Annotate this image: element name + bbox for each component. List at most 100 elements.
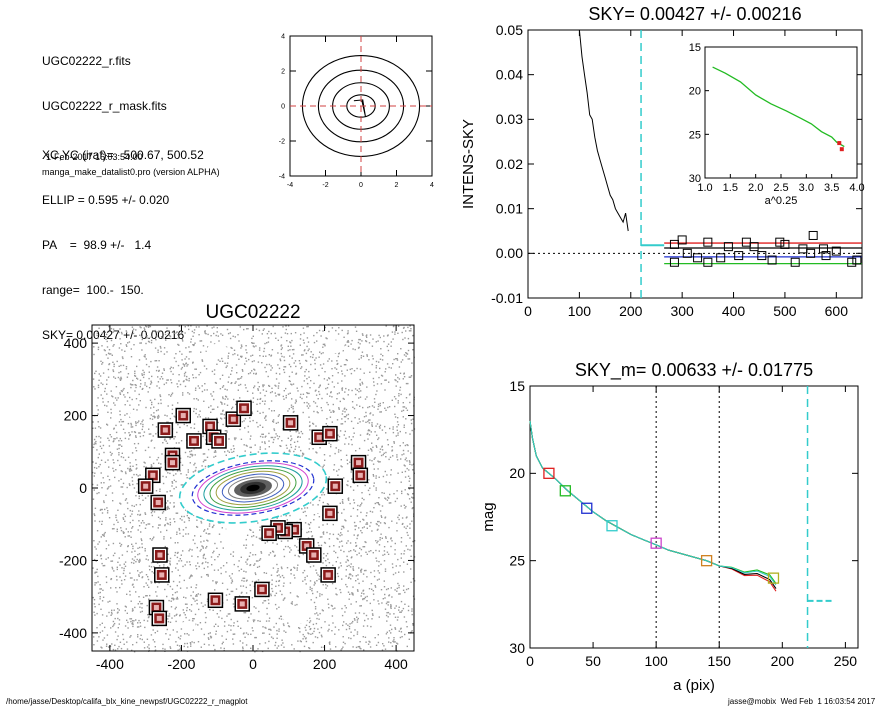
header-line: range= 100.- 150.: [42, 283, 144, 297]
mask-square-core: [207, 423, 213, 429]
galaxy-isophote: [209, 468, 297, 508]
mask-square-core: [316, 434, 322, 440]
mask-square-core: [327, 431, 333, 437]
mag-square-point: [700, 555, 713, 567]
sky-y-tick-label: -0.01: [491, 290, 523, 306]
contour-y-tick-label: 0: [281, 103, 285, 110]
sky-x-tick-label: 600: [825, 303, 849, 319]
image-x-tick-label: 0: [249, 656, 257, 672]
mask-square-core: [153, 605, 159, 611]
sky-y-tick-label: 0.05: [496, 22, 523, 38]
sky-y-tick-label: 0.03: [496, 111, 523, 127]
inset-y-tick-label: 30: [689, 173, 701, 185]
sky-square-point: [741, 237, 751, 247]
inset-x-tick-label: 2.5: [773, 182, 788, 194]
date-line: 1-Feb-2017 16:03:54.00: [46, 152, 143, 162]
sky-x-tick-label: 500: [773, 303, 797, 319]
image-y-tick-label: 400: [64, 335, 88, 351]
mag-x-tick-label: 200: [771, 653, 795, 669]
sky-square-point: [703, 237, 713, 247]
mag-square-point: [581, 502, 593, 514]
sky-square-point: [703, 257, 713, 267]
mask-square-core: [155, 499, 161, 505]
footer-path: /home/jasse/Desktop/califa_blx_kine_newp…: [6, 697, 248, 706]
sky-square-point: [677, 235, 687, 245]
program-line: manga_make_datalist0.pro (version ALPHA): [42, 167, 220, 177]
mag-square-point: [650, 537, 662, 549]
header-text-block: UGC02222_r.fits UGC02222_r_mask.fits XC,…: [42, 24, 204, 373]
mask-square-core: [162, 427, 168, 433]
header-line: UGC02222_r.fits: [42, 54, 131, 68]
mask-square-core: [156, 615, 162, 621]
contour-x-tick-label: 0: [359, 182, 363, 189]
image-y-tick-label: 0: [79, 480, 87, 496]
mag-title: SKY_m= 0.00633 +/- 0.01775: [575, 360, 813, 381]
mag-frame: [529, 385, 859, 649]
sky-square-point: [780, 239, 790, 249]
mag-ylabel: mag: [480, 502, 497, 531]
mask-square-core: [230, 416, 236, 422]
mag-profile-green: [529, 420, 777, 584]
sky-square-point: [669, 239, 679, 249]
sky-x-tick-label: 300: [670, 303, 694, 319]
image-y-tick-label: -400: [59, 625, 87, 641]
sky-y-tick-label: 0.01: [496, 201, 523, 217]
image-y-tick-label: 200: [64, 407, 88, 423]
mask-square-core: [239, 601, 245, 607]
inset-x-tick-label: 2.0: [748, 182, 763, 194]
header-line: XC,YC (iraf)= 500.67, 500.52: [42, 148, 204, 162]
sky-square-point: [767, 255, 777, 265]
sky-square-point: [716, 253, 726, 263]
masked-region: [281, 605, 311, 624]
sky-square-point: [734, 251, 744, 261]
mag-square-point: [559, 485, 571, 497]
masked-region: [129, 411, 141, 420]
mag-x-tick-label: 50: [585, 653, 601, 669]
sky-square-point: [821, 251, 831, 261]
sky-profile-line: [578, 29, 629, 232]
contour-y-tick-label: 2: [281, 68, 285, 75]
mag-square-point: [767, 572, 780, 584]
mag-x-tick-label: 100: [644, 653, 668, 669]
mag-profile-red: [529, 420, 777, 592]
galaxy-isophote: [246, 484, 260, 492]
sky-square-point: [669, 257, 679, 267]
mag-x-tick-label: 0: [526, 653, 534, 669]
sky-y-tick-label: 0.04: [496, 67, 523, 83]
sky-square-point: [757, 251, 767, 261]
masked-region: [358, 556, 369, 565]
sky-square-point: [693, 253, 703, 263]
sky-square-point: [775, 237, 785, 247]
galaxy-isophote: [227, 476, 279, 500]
sky-square-point: [818, 244, 828, 254]
sky-square-point: [847, 257, 857, 267]
inset-frame: [704, 46, 858, 179]
inset-y-tick-label: 25: [689, 129, 701, 141]
sky-ylabel: INTENS-SKY: [460, 119, 477, 209]
image-x-tick-label: -400: [96, 656, 124, 672]
mask-square-core: [212, 597, 218, 603]
mask-square-core: [150, 472, 156, 478]
mask-square-core: [332, 483, 338, 489]
mask-square-core: [327, 510, 333, 516]
sky-square-point: [808, 230, 818, 240]
mask-square-core: [304, 543, 310, 549]
mag-y-tick-label: 25: [509, 553, 525, 569]
sky-square-point: [749, 242, 759, 252]
mask-square-core: [241, 405, 247, 411]
image-x-tick-label: 200: [313, 656, 337, 672]
mag-profile-cyan: [529, 420, 777, 586]
header-line: UGC02222_r_mask.fits: [42, 99, 167, 113]
mask-square-core: [191, 438, 197, 444]
mask-square-core: [143, 483, 149, 489]
masked-region: [312, 506, 323, 514]
contour-y-tick-label: -4: [279, 173, 285, 180]
sky-square-point: [790, 257, 800, 267]
mag-square-point: [543, 467, 555, 479]
masked-region: [326, 340, 345, 354]
mask-square-core: [288, 420, 294, 426]
mask-square-core: [180, 413, 186, 419]
galaxy-isophote: [215, 470, 291, 506]
mag-xlabel: a (pix): [673, 677, 715, 694]
